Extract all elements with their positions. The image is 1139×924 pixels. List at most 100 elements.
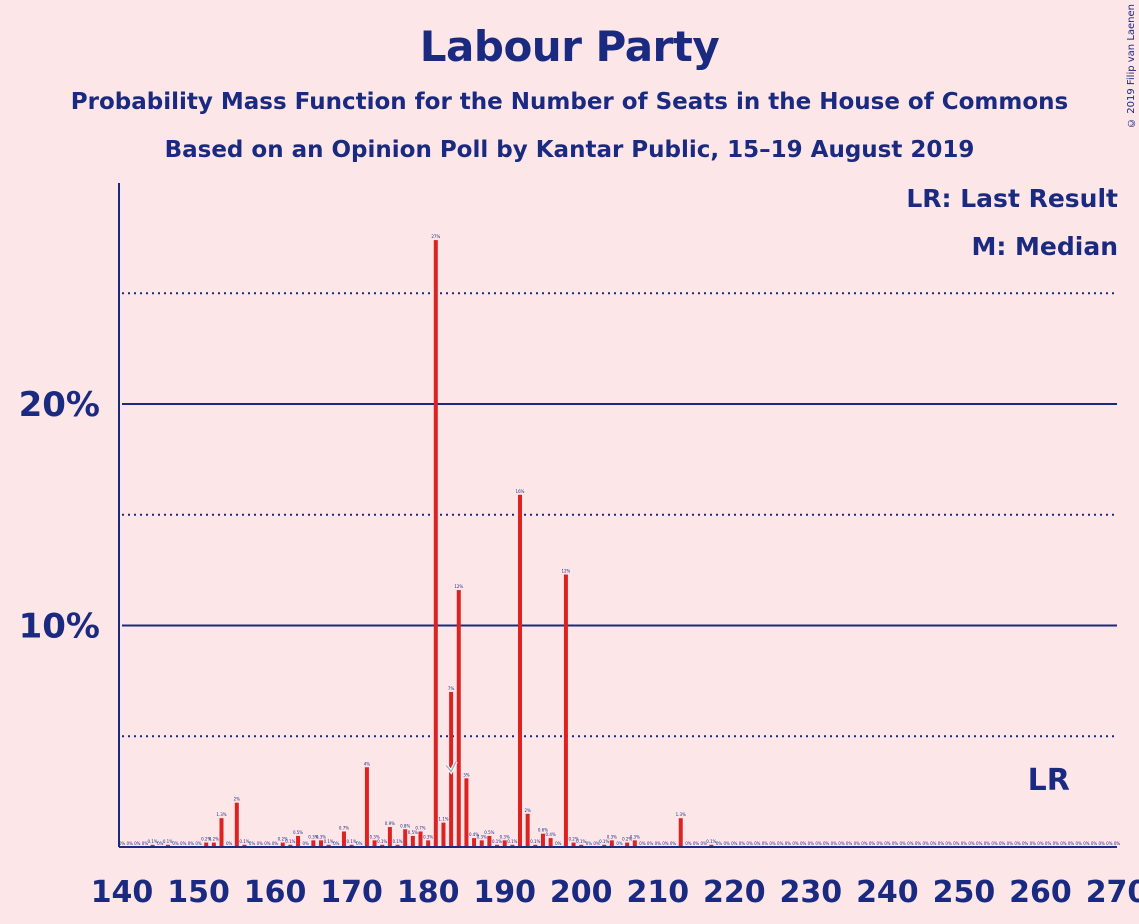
bar-data-label: 0%: [1091, 841, 1098, 846]
bar: [495, 844, 500, 847]
bar: [433, 240, 438, 848]
bar: [426, 840, 431, 847]
bar-data-label: 0.6%: [538, 828, 548, 833]
bar-data-label: 0%: [701, 841, 708, 846]
bar-data-label: 0%: [984, 841, 991, 846]
bar-data-label: 1.1%: [438, 817, 448, 822]
x-tick-label: 150: [167, 875, 230, 910]
bar-data-label: 0%: [555, 841, 562, 846]
median-marker-stroke: [445, 761, 457, 773]
bar-data-label: 0%: [272, 841, 279, 846]
x-tick-label: 230: [780, 875, 843, 910]
bar: [548, 838, 553, 847]
bar-data-label: 0%: [249, 841, 256, 846]
bar-data-label: 0%: [808, 841, 815, 846]
x-tick-label: 140: [91, 875, 154, 910]
bar: [456, 590, 461, 847]
bar: [540, 833, 545, 847]
bar-data-label: 0%: [157, 841, 164, 846]
bar-data-label: 0%: [884, 841, 891, 846]
bar-data-label: 0%: [800, 841, 807, 846]
bar-data-label: 0%: [685, 841, 692, 846]
bar-data-label: 0.7%: [339, 825, 349, 830]
bar-data-label: 0.1%: [392, 839, 402, 844]
bar-data-label: 0.3%: [477, 834, 487, 839]
bar-data-label: 0.1%: [163, 839, 173, 844]
bar-data-label: 0.2%: [622, 837, 632, 842]
bar-data-label: 0%: [762, 841, 769, 846]
bar-data-label: 0%: [134, 841, 141, 846]
bar: [632, 840, 637, 847]
bar-data-label: 0.1%: [239, 839, 249, 844]
bar: [625, 842, 630, 847]
bar-data-label: 0%: [877, 841, 884, 846]
bar-data-label: 0%: [1099, 841, 1106, 846]
y-tick-label: 20%: [19, 385, 100, 425]
bar-data-label: 0.1%: [576, 839, 586, 844]
bar-data-label: 0.1%: [706, 839, 716, 844]
bar: [487, 835, 492, 847]
bar-data-label: 0%: [754, 841, 761, 846]
bar: [219, 818, 224, 847]
bar: [403, 829, 408, 847]
bar-data-label: 0%: [1014, 841, 1021, 846]
bar-data-label: 0.3%: [316, 834, 326, 839]
bar-data-label: 0%: [1030, 841, 1037, 846]
bar-data-label: 12%: [454, 584, 463, 589]
bar: [533, 844, 538, 847]
bar-data-label: 0%: [823, 841, 830, 846]
bar-data-label: 0%: [1076, 841, 1083, 846]
bar: [602, 844, 607, 847]
x-tick-label: 170: [320, 875, 383, 910]
bar: [341, 831, 346, 847]
x-tick-label: 220: [703, 875, 766, 910]
bar-data-label: 0%: [746, 841, 753, 846]
bar-data-label: 0.1%: [530, 839, 540, 844]
bar-data-label: 27%: [431, 234, 440, 239]
last-result-label: LR: [1028, 763, 1070, 798]
bar-data-label: 0%: [693, 841, 700, 846]
bar-data-label: 0.5%: [293, 830, 303, 835]
bar: [319, 840, 323, 847]
bar-data-label: 0%: [854, 841, 861, 846]
bar-data-label: 0%: [838, 841, 845, 846]
bar-data-label: 0%: [915, 841, 922, 846]
bar-data-label: 0%: [907, 841, 914, 846]
bar: [464, 778, 469, 847]
bar-data-label: 0.3%: [500, 834, 510, 839]
bar: [518, 494, 522, 847]
bar-data-label: 0%: [1114, 841, 1121, 846]
bar-data-label: 0%: [333, 841, 340, 846]
bar-data-label: 0%: [785, 841, 792, 846]
bar-data-label: 0%: [303, 841, 310, 846]
bar-data-label: 0.2%: [209, 837, 219, 842]
chart-subtitle-poll: Based on an Opinion Poll by Kantar Publi…: [164, 137, 975, 163]
bar-data-label: 0%: [999, 841, 1006, 846]
bar-data-label: 16%: [516, 489, 525, 494]
bar-data-label: 0%: [142, 841, 149, 846]
bar: [563, 574, 568, 847]
bar: [372, 840, 377, 847]
bar: [296, 835, 301, 847]
bar: [579, 844, 584, 847]
x-tick-label: 180: [397, 875, 460, 910]
bar: [204, 842, 209, 847]
bar-data-label: 0%: [119, 841, 126, 846]
x-tick-label: 190: [473, 875, 536, 910]
bar-data-label: 0%: [670, 841, 677, 846]
bar: [395, 844, 400, 847]
bar-data-label: 0%: [1022, 841, 1029, 846]
bar: [479, 840, 484, 847]
x-tick-label: 210: [626, 875, 689, 910]
bar-data-label: 0%: [716, 841, 723, 846]
bar-data-label: 0%: [731, 841, 738, 846]
bar-data-label: 0%: [586, 841, 593, 846]
bar-data-label: 0%: [616, 841, 623, 846]
bar: [502, 840, 507, 847]
bar-data-label: 0.4%: [546, 832, 556, 837]
bar: [410, 835, 415, 847]
bar-data-label: 0%: [869, 841, 876, 846]
bar-data-label: 0.2%: [278, 837, 288, 842]
x-tick-label: 250: [933, 875, 996, 910]
